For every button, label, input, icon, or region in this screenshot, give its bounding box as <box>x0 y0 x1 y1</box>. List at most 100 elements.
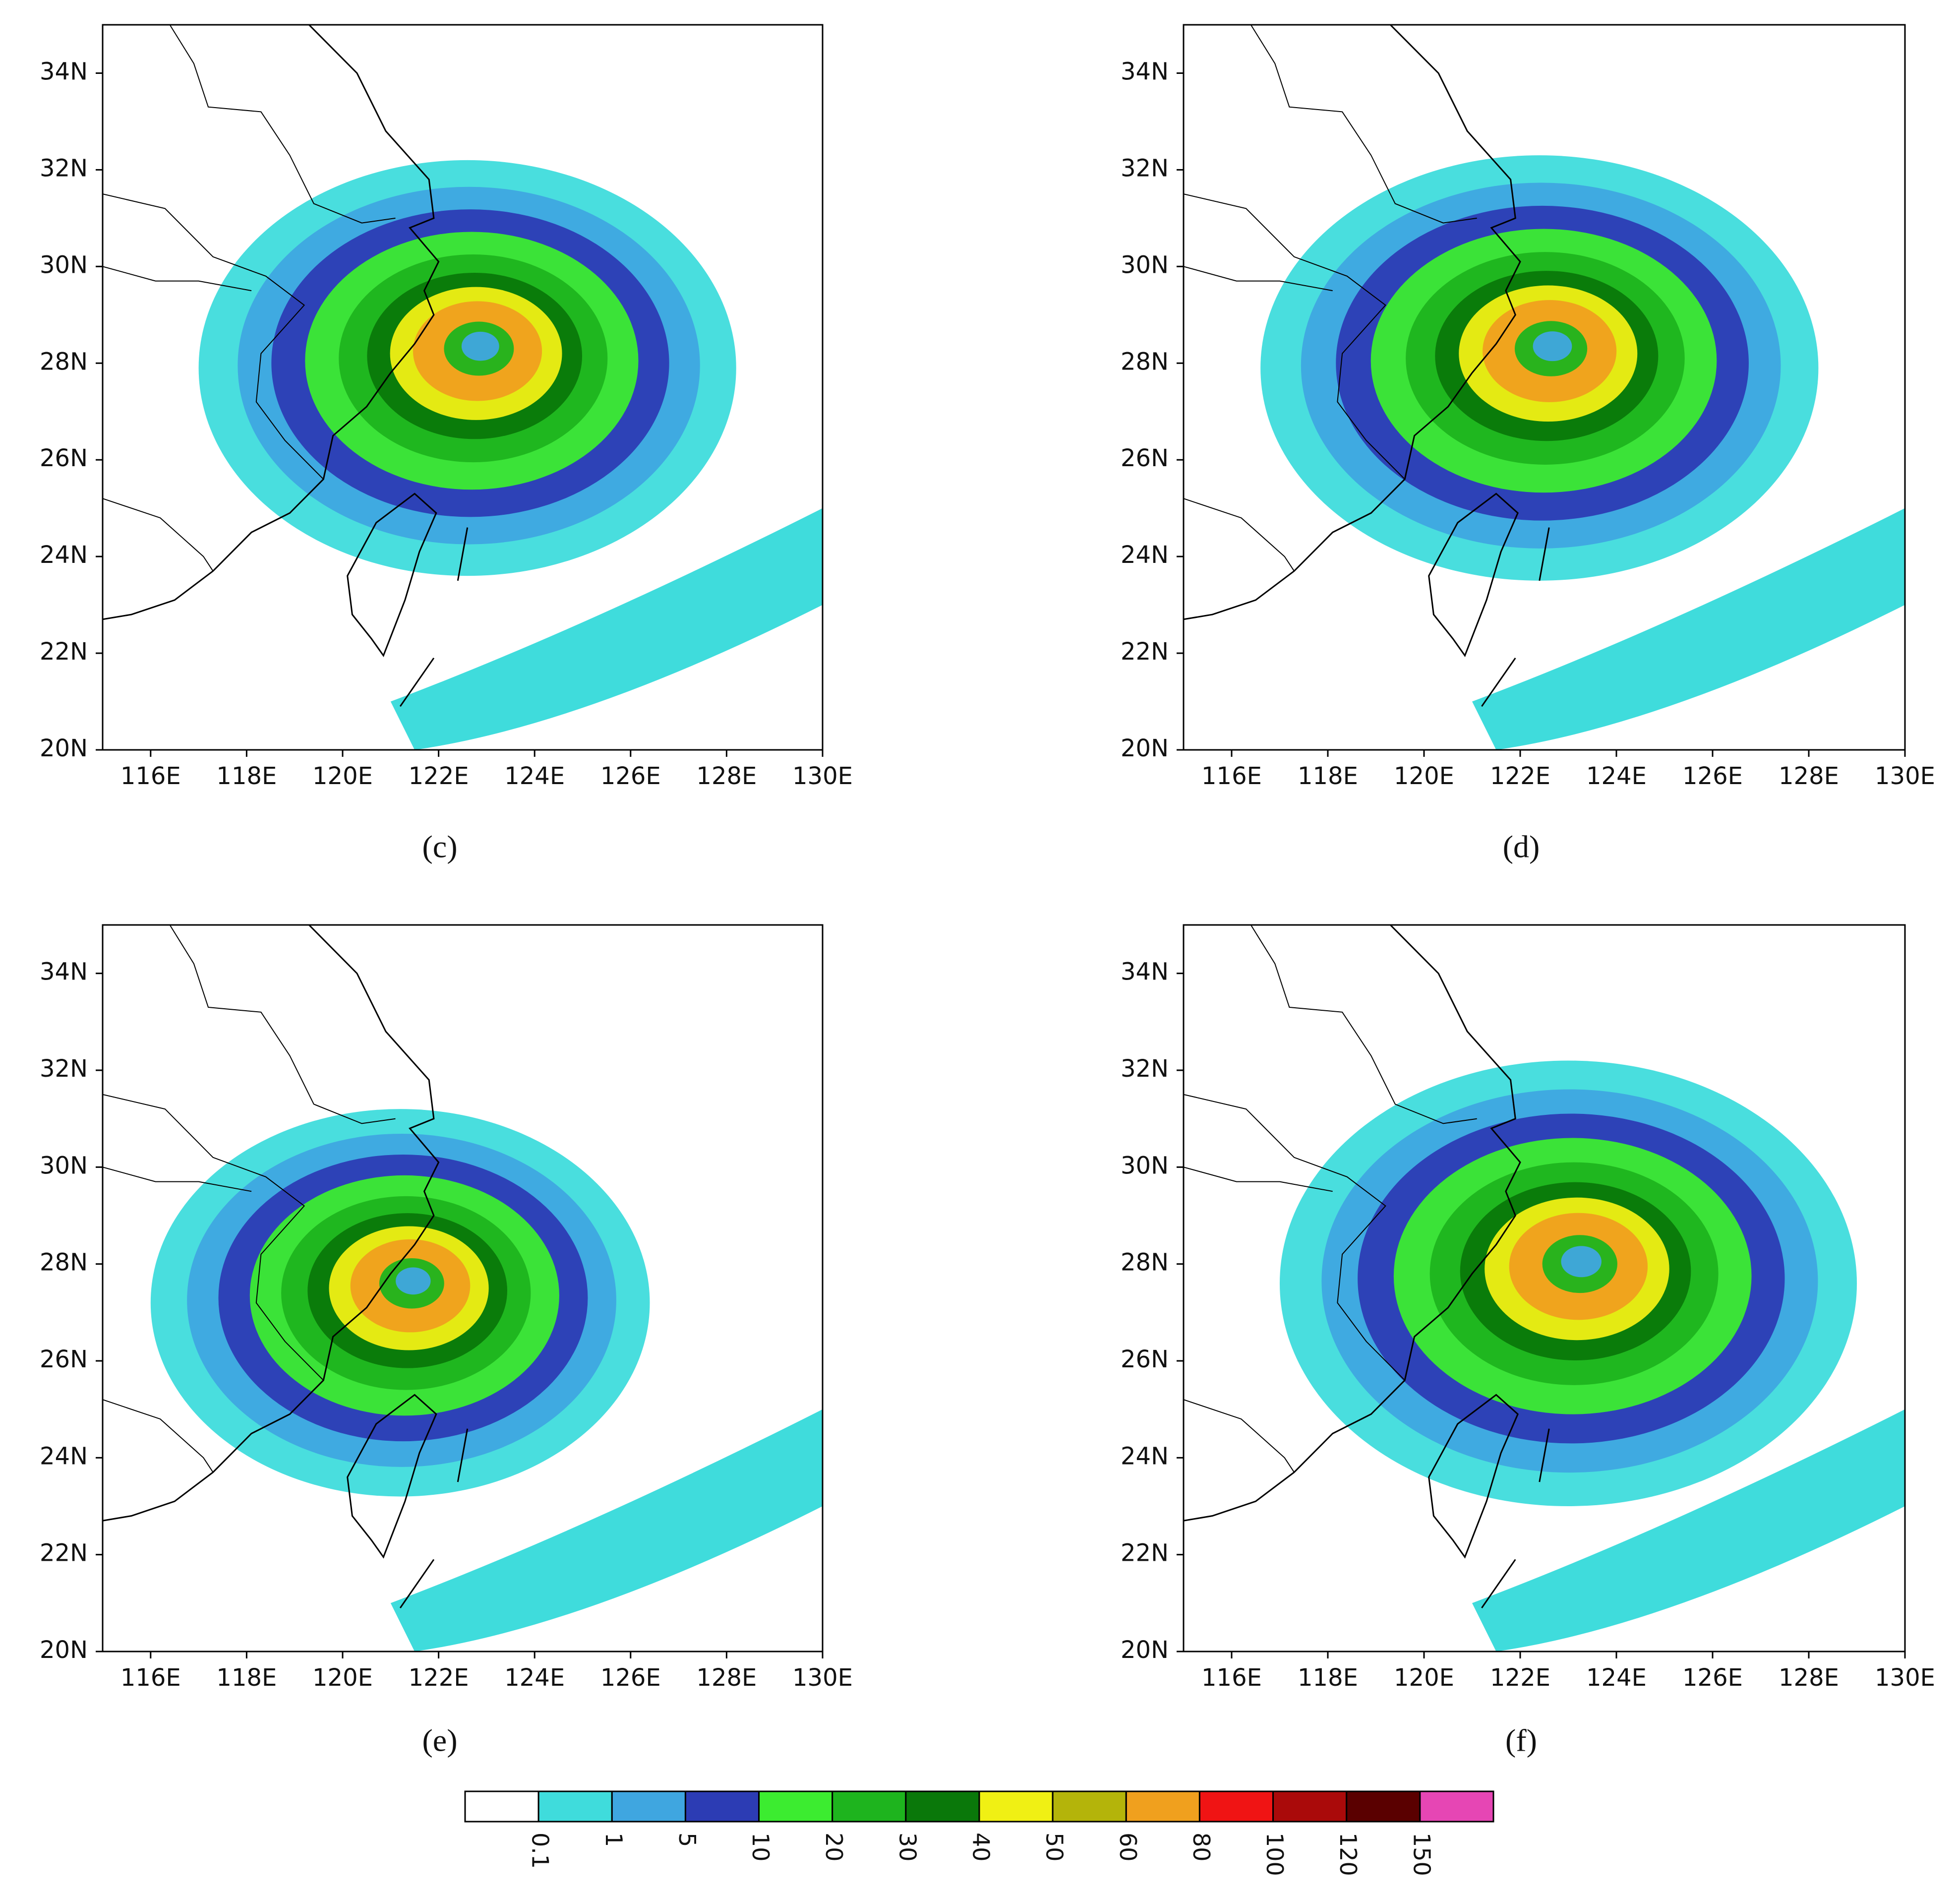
province-border <box>169 925 396 1124</box>
y-tick-label: 20N <box>40 1636 88 1664</box>
x-tick-label: 124E <box>1586 1664 1647 1692</box>
x-tick-label: 120E <box>1394 762 1454 790</box>
y-tick-label: 32N <box>40 1055 88 1083</box>
x-tick-label: 120E <box>312 1664 373 1692</box>
province-border <box>103 1166 252 1192</box>
y-tick-label: 20N <box>40 734 88 762</box>
coastline-taiwan <box>347 1394 437 1559</box>
coastline <box>1184 25 1521 620</box>
coastline <box>103 25 440 620</box>
colorbar-box <box>1125 1790 1200 1823</box>
x-tick-label: 116E <box>1201 1664 1262 1692</box>
precip-band <box>1472 1409 1905 1652</box>
x-tick-label: 122E <box>1490 762 1550 790</box>
x-tick-label: 122E <box>409 1664 469 1692</box>
track-line <box>457 527 469 581</box>
colorbar-label: 50 <box>1041 1833 1068 1862</box>
colorbar-box <box>1346 1790 1421 1823</box>
province-border <box>1184 1166 1333 1192</box>
track-line <box>1539 1428 1550 1482</box>
y-tick-label: 24N <box>1121 541 1169 569</box>
colorbar-box <box>1198 1790 1274 1823</box>
province-border <box>103 1399 214 1473</box>
y-tick-label: 32N <box>1121 154 1169 182</box>
colorbar-label: 0.1 <box>527 1833 554 1869</box>
x-tick-label: 122E <box>1490 1664 1550 1692</box>
y-tick-label: 22N <box>40 638 88 666</box>
y-tick-label: 26N <box>1121 444 1169 472</box>
x-tick-label: 130E <box>792 762 853 790</box>
colorbar-label: 5 <box>674 1833 701 1847</box>
y-tick-label: 32N <box>40 154 88 182</box>
x-tick-label: 130E <box>1875 1664 1935 1692</box>
y-tick-label: 26N <box>1121 1346 1169 1373</box>
province-border <box>1184 498 1295 571</box>
colorbar-label: 100 <box>1261 1833 1288 1876</box>
precip-contour <box>461 331 499 361</box>
map-panel: 116E 118E 120E 122E 124E 126E 128E 130E 20N 22N 24… <box>40 24 853 864</box>
plot-frame <box>1183 24 1906 751</box>
x-tick-label: 122E <box>409 762 469 790</box>
y-tick-label: 34N <box>40 58 88 85</box>
x-tick-label: 128E <box>1779 762 1839 790</box>
province-border <box>1250 925 1477 1124</box>
y-tick-label: 34N <box>40 958 88 986</box>
x-tick-label: 126E <box>600 1664 661 1692</box>
x-tick-label: 118E <box>216 1664 277 1692</box>
x-tick-label: 120E <box>312 762 373 790</box>
x-tick-label: 128E <box>1779 1664 1839 1692</box>
y-tick-label: 30N <box>1121 251 1169 279</box>
province-border <box>103 193 324 480</box>
y-tick-label: 34N <box>1121 958 1169 986</box>
panel-label: (c) <box>422 829 457 864</box>
colorbar-label: 120 <box>1335 1833 1362 1876</box>
y-tick-label: 26N <box>40 1346 88 1373</box>
precip-contour <box>1533 331 1572 362</box>
coastline-taiwan <box>347 492 437 658</box>
province-border <box>103 266 252 292</box>
track-line <box>399 1559 435 1608</box>
coastline <box>1184 925 1521 1522</box>
y-tick-label: 30N <box>1121 1152 1169 1179</box>
x-tick-label: 116E <box>120 762 181 790</box>
colorbar-label: 60 <box>1115 1833 1141 1862</box>
y-tick-label: 22N <box>1121 638 1169 666</box>
y-tick-label: 28N <box>40 348 88 375</box>
map-panel: 116E 118E 120E 122E 124E 126E 128E 130E 20N 22N 24… <box>1121 924 1935 1758</box>
x-tick-label: 130E <box>792 1664 853 1692</box>
x-tick-label: 130E <box>1875 762 1935 790</box>
precip-band <box>390 508 823 750</box>
x-tick-label: 124E <box>504 762 565 790</box>
province-border <box>1184 1094 1405 1381</box>
y-tick-label: 28N <box>1121 1249 1169 1277</box>
y-tick-label: 20N <box>1121 734 1169 762</box>
x-tick-label: 116E <box>120 1664 181 1692</box>
y-tick-label: 24N <box>1121 1442 1169 1470</box>
precip-field <box>103 925 823 1652</box>
colorbar-label: 20 <box>821 1833 847 1862</box>
colorbar-label: 40 <box>968 1833 995 1862</box>
y-tick-label: 20N <box>1121 1636 1169 1664</box>
precip-band <box>1472 508 1905 750</box>
track-line <box>1539 527 1550 581</box>
colorbar-label: 80 <box>1188 1833 1215 1862</box>
colorbar-label: 30 <box>894 1833 921 1862</box>
y-tick-label: 22N <box>1121 1539 1169 1567</box>
y-tick-label: 26N <box>40 444 88 472</box>
colorbar-box <box>611 1790 686 1823</box>
y-tick-label: 22N <box>40 1539 88 1567</box>
y-tick-label: 34N <box>1121 58 1169 85</box>
coastline-taiwan <box>1428 492 1519 658</box>
province-border <box>1250 25 1477 224</box>
plot-frame <box>102 24 824 751</box>
track-line <box>399 657 435 707</box>
x-tick-label: 126E <box>1682 1664 1743 1692</box>
precip-field <box>103 25 823 750</box>
x-tick-label: 128E <box>696 1664 757 1692</box>
colorbar: 0.1 1 5 10 20 30 40 50 60 80 100 120 150 <box>464 1790 1494 1876</box>
x-tick-label: 128E <box>696 762 757 790</box>
colorbar-box <box>978 1790 1054 1823</box>
colorbar-box <box>758 1790 833 1823</box>
x-tick-label: 116E <box>1201 762 1262 790</box>
precip-contour <box>1561 1246 1602 1278</box>
